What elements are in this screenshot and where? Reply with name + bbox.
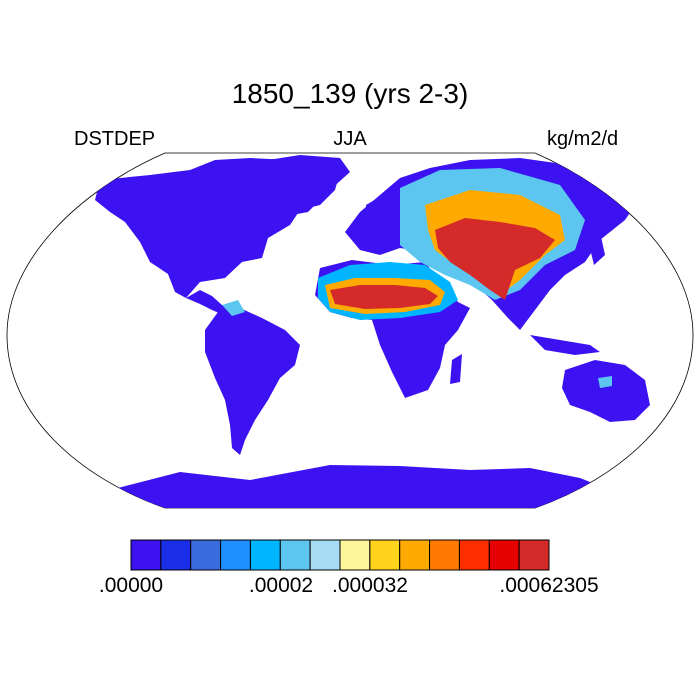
landmass-japan (588, 232, 605, 265)
landmass-uk (366, 198, 380, 224)
colorbar-label-3: .00062305 (499, 574, 599, 597)
map-title: 1850_139 (yrs 2-3) (231, 78, 469, 109)
colorbar-swatch-0 (130, 539, 162, 571)
colorbar-swatch-10 (429, 539, 460, 571)
colorbar (130, 539, 550, 571)
landmass-indonesia (530, 335, 600, 355)
variable-label: DSTDEP (74, 128, 156, 150)
colorbar-swatch-5 (279, 539, 311, 571)
colorbar-swatch-12 (488, 539, 520, 571)
dust-field-sahara-high (330, 285, 438, 309)
colorbar-swatch-4 (249, 539, 281, 571)
colorbar-swatch-6 (309, 539, 341, 571)
landmass-greenland (268, 155, 350, 215)
units-label: kg/m2/d (547, 128, 619, 150)
landmass-madagascar (450, 354, 462, 384)
landmass-central-america (186, 290, 232, 316)
colorbar-label-2: .000032 (332, 574, 408, 597)
colorbar-swatch-9 (399, 539, 431, 571)
colorbar-swatch-11 (458, 539, 490, 571)
colorbar-swatch-8 (369, 539, 401, 571)
colorbar-swatch-7 (339, 539, 371, 571)
colorbar-swatch-13 (518, 539, 550, 571)
colorbar-swatch-1 (160, 539, 192, 571)
colorbar-label-1: .00002 (248, 574, 314, 597)
colorbar-swatch-3 (220, 539, 251, 571)
landmass-south-america (205, 308, 300, 455)
dust-field-caribbean (222, 300, 245, 316)
landmass-antarctica (100, 465, 610, 508)
landmass-australia (562, 360, 650, 422)
colorbar-swatch-2 (190, 539, 222, 571)
dust-field-australia (598, 376, 612, 388)
dust-field-central-asia-high (435, 218, 555, 300)
season-label: JJA (333, 128, 367, 150)
colorbar-label-0: .00000 (98, 574, 164, 597)
